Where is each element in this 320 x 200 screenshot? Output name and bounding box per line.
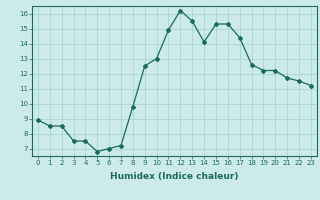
X-axis label: Humidex (Indice chaleur): Humidex (Indice chaleur) xyxy=(110,172,239,181)
